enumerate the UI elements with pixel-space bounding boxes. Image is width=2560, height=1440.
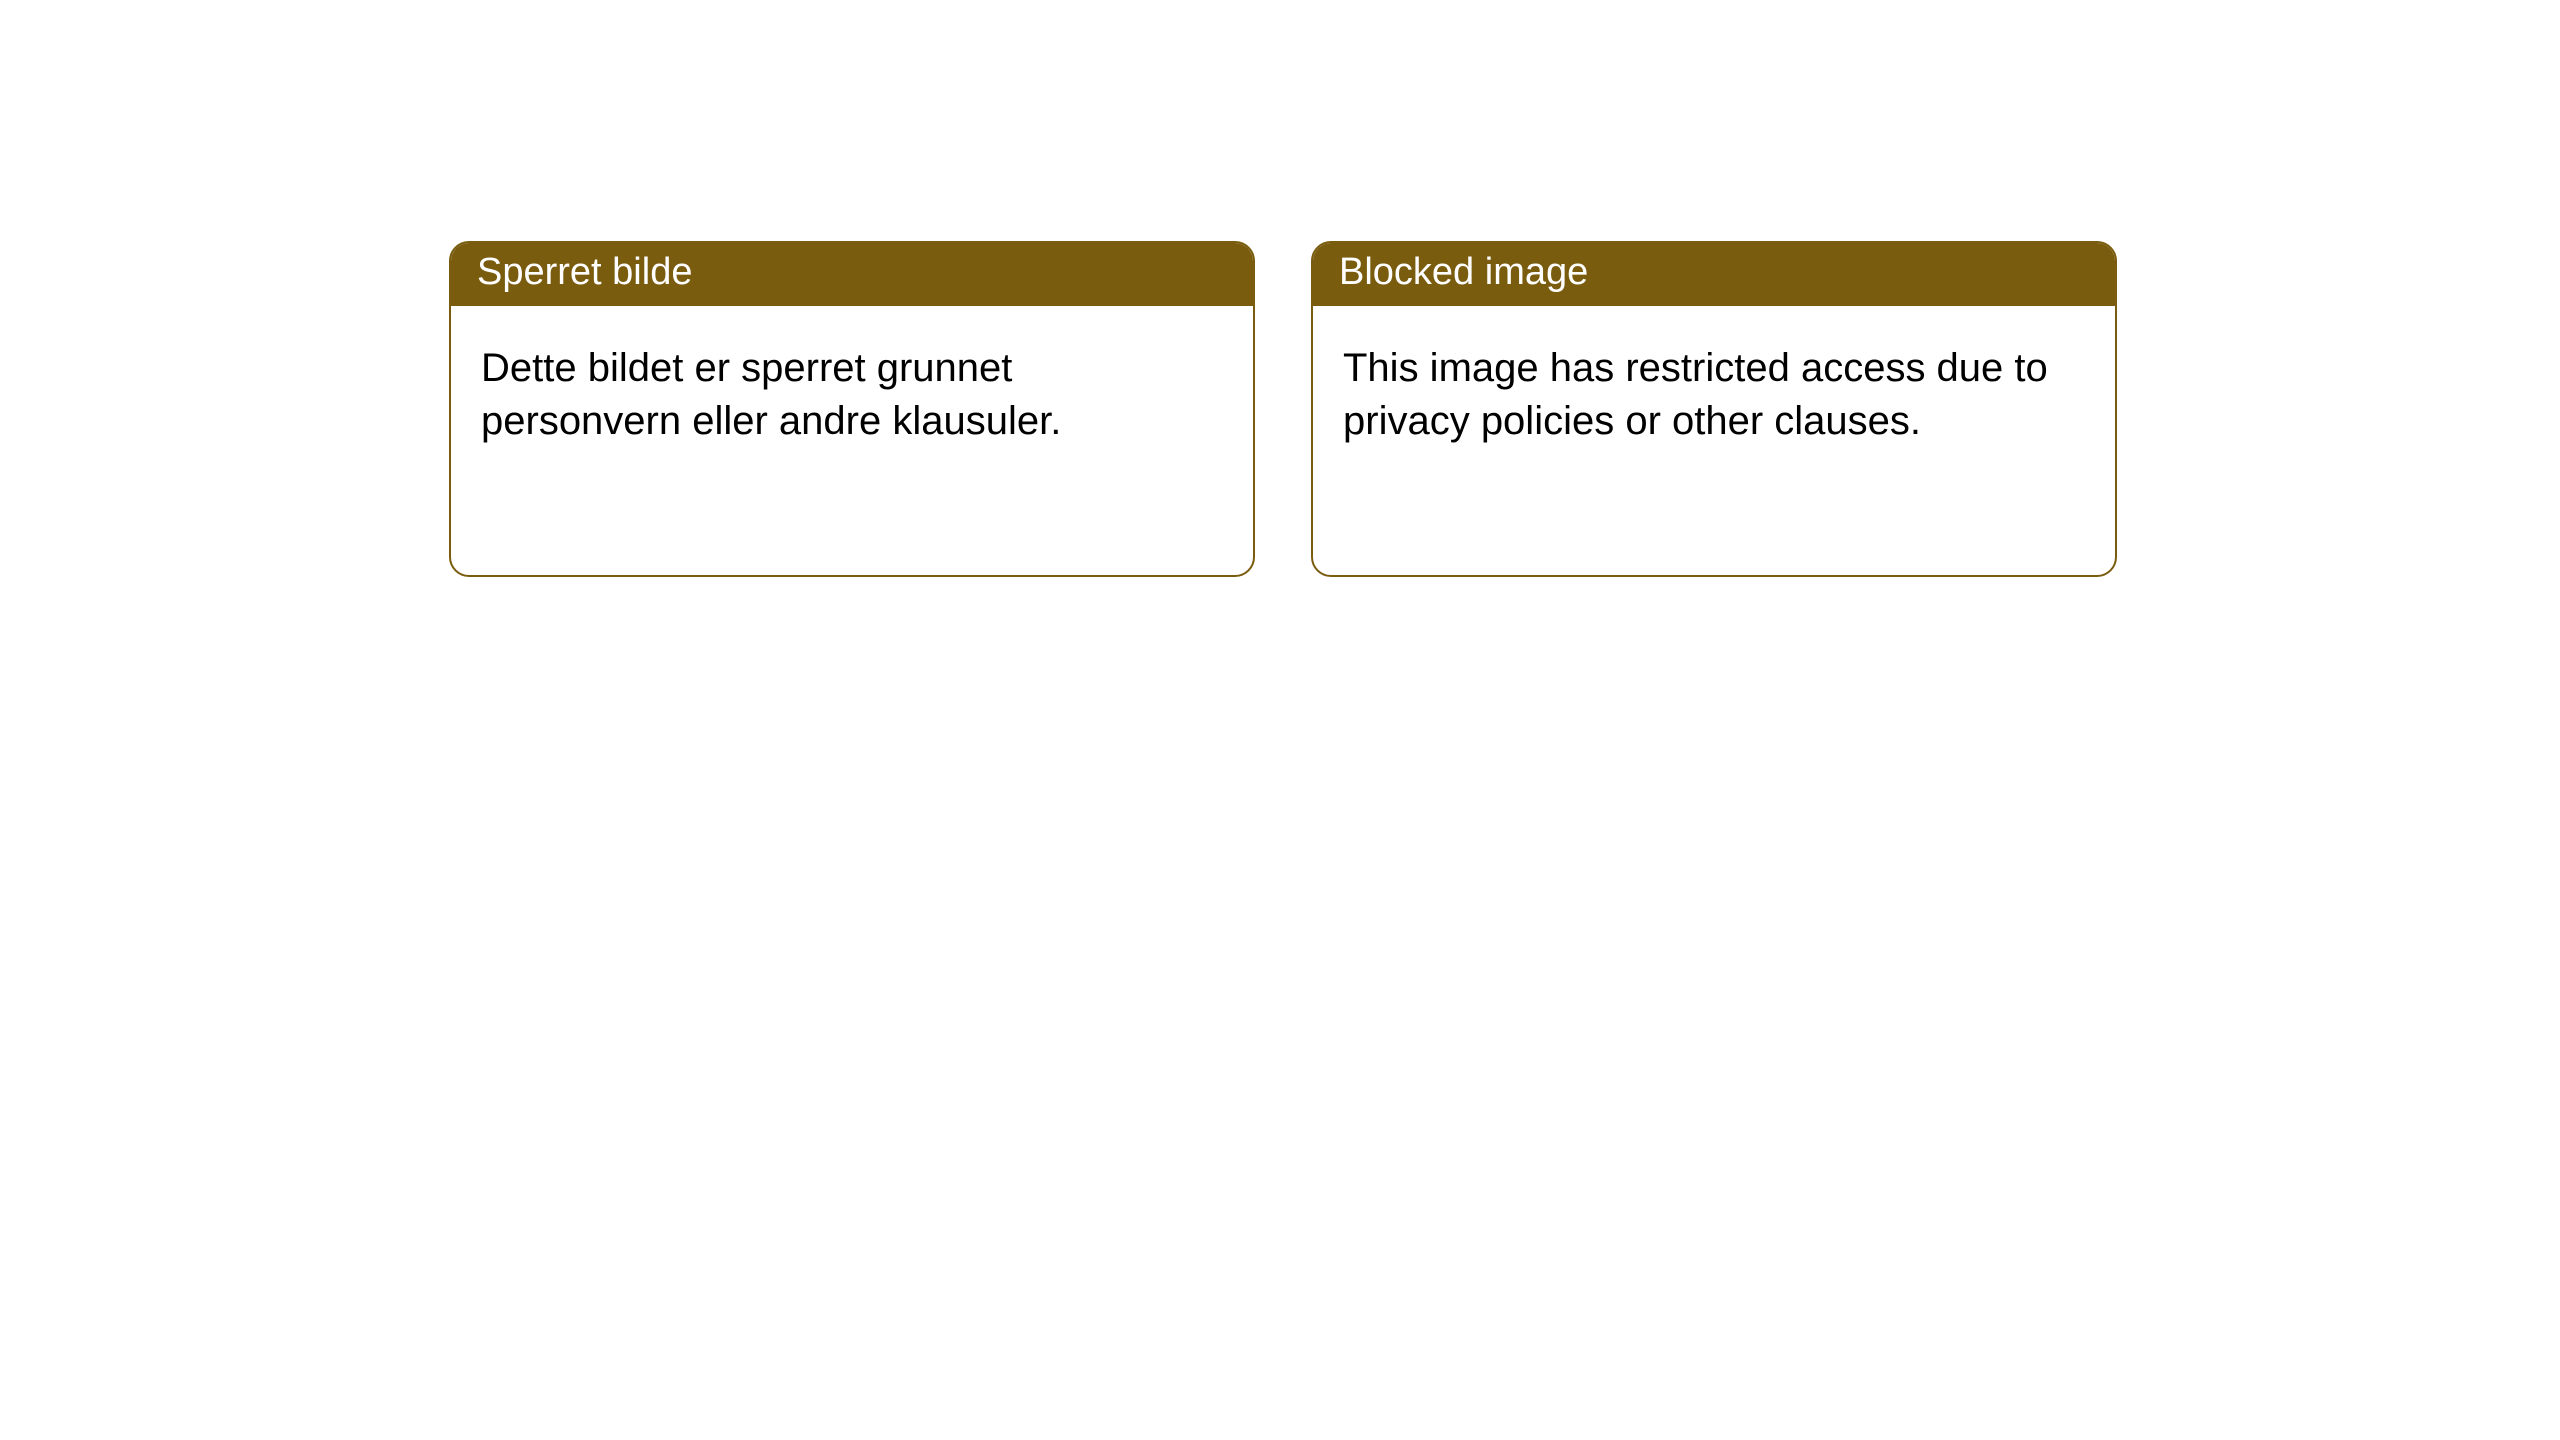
notice-container: Sperret bilde Dette bildet er sperret gr… xyxy=(0,0,2560,577)
notice-body: This image has restricted access due to … xyxy=(1313,306,2115,484)
notice-title: Sperret bilde xyxy=(451,243,1253,306)
notice-title: Blocked image xyxy=(1313,243,2115,306)
notice-card-english: Blocked image This image has restricted … xyxy=(1311,241,2117,577)
notice-body: Dette bildet er sperret grunnet personve… xyxy=(451,306,1253,484)
notice-card-norwegian: Sperret bilde Dette bildet er sperret gr… xyxy=(449,241,1255,577)
